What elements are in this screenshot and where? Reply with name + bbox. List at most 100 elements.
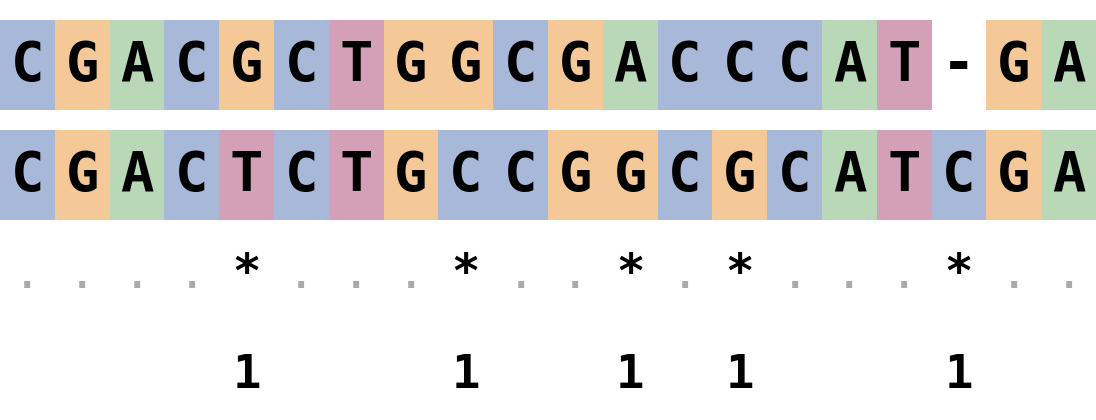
FancyBboxPatch shape — [658, 20, 712, 110]
Text: .: . — [835, 252, 864, 297]
Text: G: G — [614, 149, 647, 202]
Text: C: C — [943, 149, 975, 202]
FancyBboxPatch shape — [1041, 130, 1096, 220]
Text: .: . — [13, 252, 42, 297]
Text: .: . — [1000, 252, 1028, 297]
Text: G: G — [230, 39, 263, 92]
Text: .: . — [178, 252, 206, 297]
FancyBboxPatch shape — [548, 130, 603, 220]
FancyBboxPatch shape — [932, 130, 986, 220]
FancyBboxPatch shape — [712, 130, 767, 220]
Text: .: . — [506, 252, 535, 297]
FancyBboxPatch shape — [822, 130, 877, 220]
Text: C: C — [669, 149, 701, 202]
Text: C: C — [11, 149, 44, 202]
Text: -: - — [943, 39, 975, 92]
Text: G: G — [449, 39, 482, 92]
Text: C: C — [175, 149, 208, 202]
FancyBboxPatch shape — [986, 130, 1041, 220]
Text: G: G — [559, 39, 592, 92]
FancyBboxPatch shape — [110, 130, 164, 220]
FancyBboxPatch shape — [329, 130, 384, 220]
FancyBboxPatch shape — [493, 20, 548, 110]
FancyBboxPatch shape — [0, 130, 55, 220]
Text: G: G — [997, 39, 1030, 92]
Text: C: C — [504, 39, 537, 92]
FancyBboxPatch shape — [986, 20, 1041, 110]
FancyBboxPatch shape — [767, 20, 822, 110]
Text: C: C — [778, 149, 811, 202]
Text: 1: 1 — [616, 352, 644, 397]
FancyBboxPatch shape — [164, 20, 219, 110]
Text: C: C — [285, 149, 318, 202]
FancyBboxPatch shape — [55, 130, 110, 220]
FancyBboxPatch shape — [384, 20, 438, 110]
Text: .: . — [890, 252, 918, 297]
Text: T: T — [888, 39, 921, 92]
FancyBboxPatch shape — [438, 20, 493, 110]
Text: T: T — [340, 149, 373, 202]
Text: A: A — [121, 149, 153, 202]
FancyBboxPatch shape — [658, 130, 712, 220]
FancyBboxPatch shape — [329, 20, 384, 110]
Text: *: * — [726, 252, 754, 297]
Text: A: A — [121, 39, 153, 92]
FancyBboxPatch shape — [164, 130, 219, 220]
FancyBboxPatch shape — [1041, 20, 1096, 110]
Text: G: G — [723, 149, 756, 202]
Text: G: G — [395, 149, 427, 202]
FancyBboxPatch shape — [712, 20, 767, 110]
Text: 1: 1 — [945, 352, 973, 397]
Text: C: C — [504, 149, 537, 202]
FancyBboxPatch shape — [438, 130, 493, 220]
FancyBboxPatch shape — [877, 130, 932, 220]
Text: .: . — [780, 252, 809, 297]
Text: G: G — [66, 149, 99, 202]
FancyBboxPatch shape — [219, 130, 274, 220]
Text: *: * — [616, 252, 644, 297]
Text: G: G — [559, 149, 592, 202]
Text: *: * — [232, 252, 261, 297]
Text: A: A — [1052, 39, 1085, 92]
Text: .: . — [342, 252, 370, 297]
Text: C: C — [669, 39, 701, 92]
Text: C: C — [175, 39, 208, 92]
Text: 1: 1 — [232, 352, 261, 397]
Text: T: T — [230, 149, 263, 202]
Text: *: * — [945, 252, 973, 297]
FancyBboxPatch shape — [548, 20, 603, 110]
Text: .: . — [671, 252, 699, 297]
FancyBboxPatch shape — [877, 20, 932, 110]
FancyBboxPatch shape — [822, 20, 877, 110]
FancyBboxPatch shape — [219, 20, 274, 110]
Text: A: A — [833, 149, 866, 202]
Text: T: T — [340, 39, 373, 92]
FancyBboxPatch shape — [603, 20, 658, 110]
Text: .: . — [123, 252, 151, 297]
Text: G: G — [66, 39, 99, 92]
Text: C: C — [778, 39, 811, 92]
Text: A: A — [1052, 149, 1085, 202]
Text: *: * — [452, 252, 480, 297]
Text: C: C — [11, 39, 44, 92]
FancyBboxPatch shape — [932, 20, 986, 110]
Text: .: . — [68, 252, 96, 297]
FancyBboxPatch shape — [603, 130, 658, 220]
Text: T: T — [888, 149, 921, 202]
FancyBboxPatch shape — [55, 20, 110, 110]
Text: .: . — [287, 252, 316, 297]
Text: .: . — [397, 252, 425, 297]
Text: C: C — [723, 39, 756, 92]
FancyBboxPatch shape — [0, 20, 55, 110]
Text: G: G — [997, 149, 1030, 202]
FancyBboxPatch shape — [274, 20, 329, 110]
FancyBboxPatch shape — [274, 130, 329, 220]
Text: A: A — [833, 39, 866, 92]
FancyBboxPatch shape — [767, 130, 822, 220]
Text: .: . — [561, 252, 590, 297]
Text: 1: 1 — [726, 352, 754, 397]
FancyBboxPatch shape — [384, 130, 438, 220]
Text: .: . — [1054, 252, 1083, 297]
FancyBboxPatch shape — [110, 20, 164, 110]
Text: G: G — [395, 39, 427, 92]
